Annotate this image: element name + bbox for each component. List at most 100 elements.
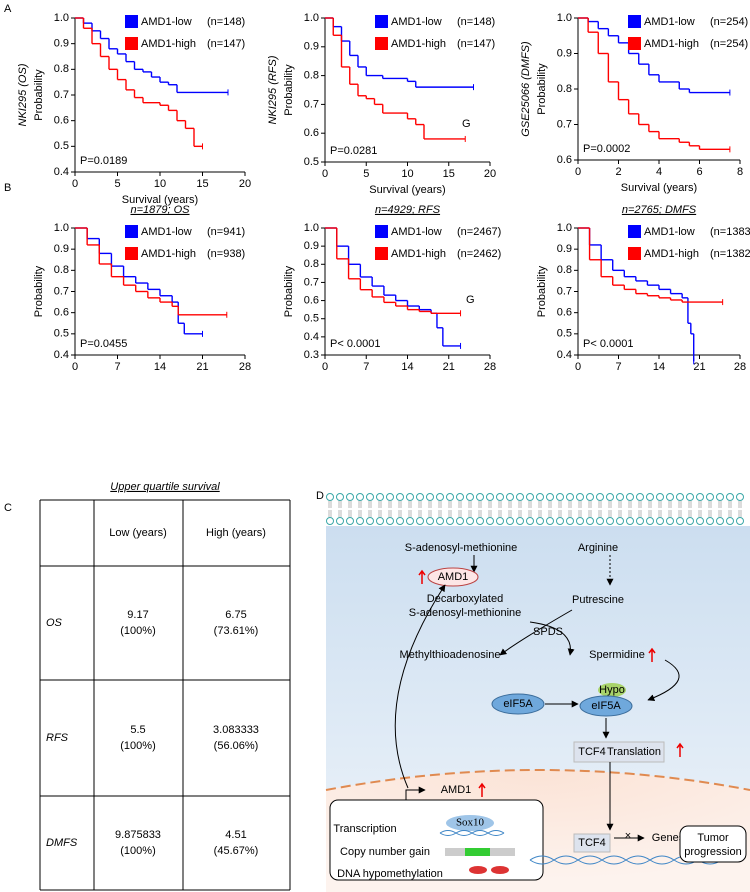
tcf4-box (573, 741, 665, 763)
hypo-mod (598, 683, 626, 697)
lipid-head (486, 517, 494, 525)
lipid-head (386, 493, 394, 501)
x-tick-label: 0 (575, 361, 581, 373)
y-axis-group-label: NKI295 (OS) (17, 63, 29, 126)
x-tick-label: 0 (575, 166, 581, 178)
x-tick-label: 15 (196, 178, 208, 190)
legend-label: AMD1-high (644, 248, 699, 260)
y-tick-label: 0.6 (304, 127, 319, 139)
diagram-label: S-adenosyl-methionine (409, 607, 522, 619)
lipid-head (736, 493, 744, 501)
y-tick-label: 0.7 (304, 276, 319, 288)
lipid-tail (328, 501, 332, 517)
legend-label: AMD1-low (644, 226, 695, 238)
lipid-head (646, 493, 654, 501)
legend-swatch (628, 247, 641, 260)
lipid-head (426, 517, 434, 525)
legend-count: (n=147) (207, 38, 245, 50)
lipid-head (566, 493, 574, 501)
lipid-head (596, 493, 604, 501)
legend-label: AMD1-high (391, 38, 446, 50)
y-tick-label: 0.9 (557, 243, 572, 255)
legend-count: (n=147) (457, 38, 495, 50)
x-tick-label: 21 (443, 361, 455, 373)
legend-count: (n=254) (710, 38, 748, 50)
lipid-head (406, 517, 414, 525)
lipid-tail (728, 501, 732, 517)
lipid-tail (568, 501, 572, 517)
lipid-head (346, 493, 354, 501)
lipid-tail (348, 501, 352, 517)
lipid-head (656, 517, 664, 525)
row-label: DMFS (46, 837, 78, 849)
lipid-head (706, 517, 714, 525)
legend-label: AMD1-low (644, 16, 695, 28)
y-tick-label: 0.6 (54, 115, 69, 127)
y-tick-label: 0.5 (557, 328, 572, 340)
x-tick-label: 7 (615, 361, 621, 373)
lipid-tail (718, 501, 722, 517)
legend-swatch (375, 37, 388, 50)
legend-count: (n=938) (207, 248, 245, 260)
y-tick-label: 0.9 (557, 47, 572, 59)
diagram-label: Spermidine (589, 649, 645, 661)
lipid-tail (438, 501, 442, 517)
lipid-head (486, 493, 494, 501)
x-tick-label: 6 (696, 166, 702, 178)
legend-label: AMD1-low (391, 226, 442, 238)
x-tick-label: 28 (239, 361, 251, 373)
up-arrow (676, 742, 684, 757)
table-header: High (years) (206, 527, 266, 539)
lipid-tail (478, 501, 482, 517)
lipid-tail (518, 501, 522, 517)
lipid-tail (528, 501, 532, 517)
chart-title: n=4929; RFS (375, 204, 441, 216)
sox10-blob (446, 815, 494, 831)
lipid-head (726, 517, 734, 525)
diagram-label: Tumor (697, 832, 729, 844)
y-tick-label: 0.6 (557, 154, 572, 166)
y-tick-label: 0.8 (304, 258, 319, 270)
up-arrow (478, 782, 486, 797)
y-tick-label: 1.0 (557, 222, 572, 234)
lipid-head (506, 493, 514, 501)
x-axis-label: Survival (years) (621, 182, 697, 194)
legend-label: AMD1-low (141, 16, 192, 28)
lipid-head (536, 493, 544, 501)
y-tick-label: 0.9 (304, 240, 319, 252)
tcf4-nuc-box (573, 833, 611, 853)
y-tick-label: 0.6 (54, 307, 69, 319)
y-axis-group-label: GSE25066 (DMFS) (520, 41, 532, 137)
table-title: Upper quartile survival (110, 481, 220, 493)
lipid-head (396, 493, 404, 501)
lipid-head (546, 493, 554, 501)
lipid-head (366, 493, 374, 501)
y-tick-label: 0.3 (304, 349, 319, 361)
lipid-head (326, 517, 334, 525)
cell: (45.67%) (214, 845, 259, 857)
lipid-head (506, 517, 514, 525)
x-tick-label: 10 (401, 168, 413, 180)
diagram-label: TCF4 (578, 746, 606, 758)
lipid-head (436, 493, 444, 501)
y-axis-label: Probability (536, 265, 548, 317)
meth-mark (491, 866, 509, 874)
cell: 3.083333 (213, 724, 259, 736)
lipid-head (716, 493, 724, 501)
cell: 6.75 (225, 609, 246, 621)
x-tick-label: 5 (114, 178, 120, 190)
lipid-tail (618, 501, 622, 517)
legend-count: (n=2467) (457, 226, 501, 238)
legend-swatch (125, 225, 138, 238)
y-tick-label: 0.5 (54, 140, 69, 152)
legend-label: AMD1-high (391, 248, 446, 260)
x-tick-label: 15 (443, 168, 455, 180)
y-tick-label: 0.8 (557, 264, 572, 276)
lipid-tail (688, 501, 692, 517)
lipid-head (346, 517, 354, 525)
lipid-head (676, 517, 684, 525)
diagram-label: Arginine (578, 542, 618, 554)
lipid-head (376, 517, 384, 525)
lipid-head (436, 517, 444, 525)
lipid-tail (378, 501, 382, 517)
